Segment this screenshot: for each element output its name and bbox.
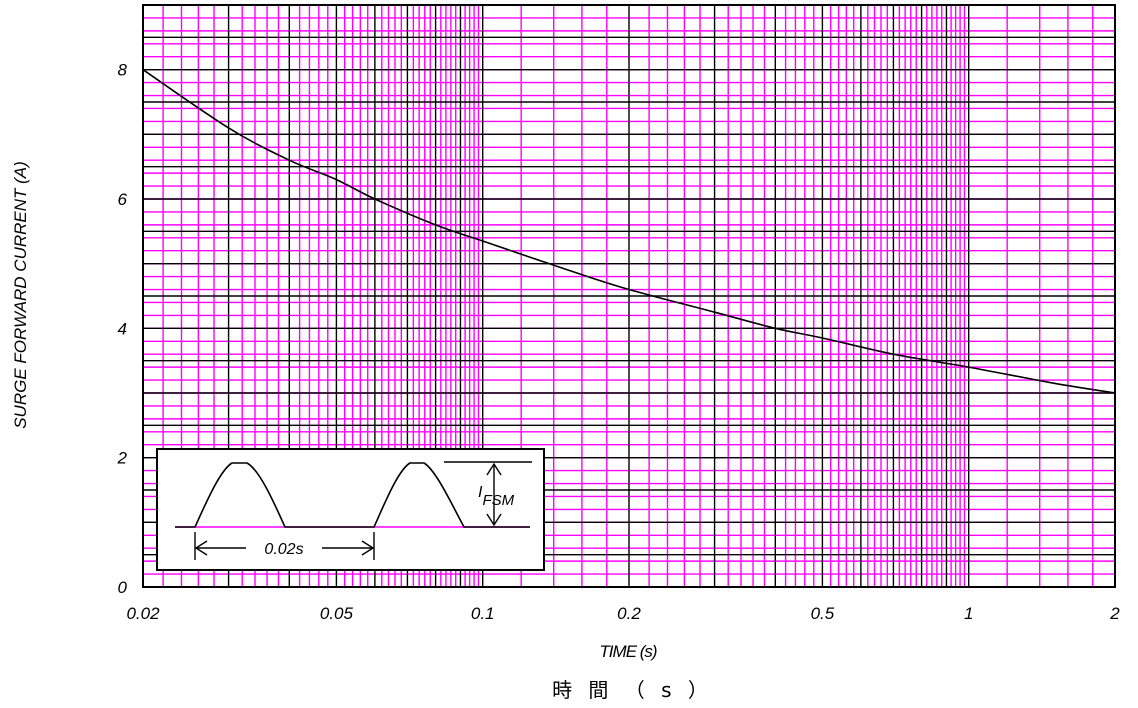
y-tick-label: 6: [118, 190, 128, 209]
x-axis-title-cjk: 時 間 （ s ）: [552, 678, 708, 702]
y-axis-title: SURGE FORWARD CURRENT (A): [11, 161, 30, 429]
inset-arrow-down: [486, 513, 502, 527]
x-tick-label: 0.02: [126, 604, 160, 623]
inset-box: [156, 448, 545, 571]
y-tick-labels: 0 2 4 6 8: [117, 61, 128, 597]
surge-current-curve: [142, 69, 1116, 394]
period-label: 0.02s: [264, 541, 303, 558]
inset-waveform: [175, 462, 530, 528]
x-tick-label: 0.1: [471, 604, 495, 623]
x-tick-label: 1: [964, 604, 973, 623]
y-tick-label: 8: [118, 61, 128, 80]
y-tick-label: 0: [118, 578, 128, 597]
ifsm-sub: FSM: [482, 492, 514, 509]
x-tick-labels: 0.02 0.05 0.1 0.2 0.5 1 2: [126, 604, 1120, 623]
period-arrowhead-left: [194, 540, 208, 556]
inset-arrow-up: [486, 462, 502, 476]
waveform-inset: IFSM 0.02s: [156, 448, 545, 571]
y-tick-label: 4: [118, 319, 127, 338]
y-tick-label: 2: [117, 449, 128, 468]
ifsm-label: IFSM: [478, 484, 515, 509]
ifsm-main: I: [478, 484, 483, 501]
x-tick-label: 0.2: [617, 604, 641, 623]
x-axis-title: TIME (s): [599, 642, 656, 661]
plot-frame: [142, 4, 1116, 588]
x-tick-label: 0.5: [811, 604, 835, 623]
x-tick-label: 0.05: [320, 604, 354, 623]
x-tick-label: 2: [1109, 604, 1120, 623]
period-arrowhead-right: [361, 540, 375, 556]
